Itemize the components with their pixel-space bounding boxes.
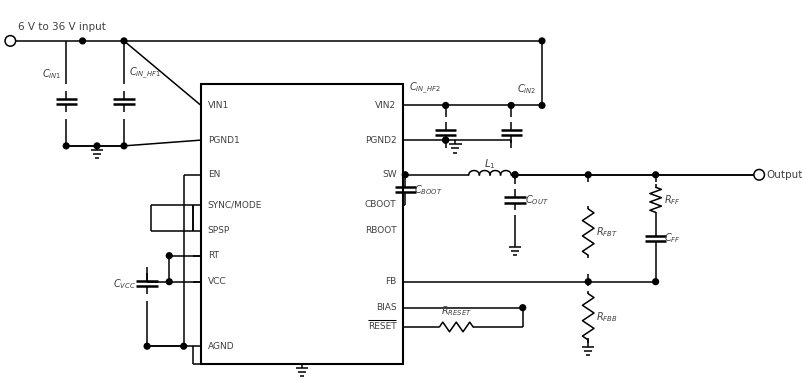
Circle shape	[442, 137, 448, 143]
Bar	[200, 84, 403, 363]
Circle shape	[519, 305, 525, 310]
Text: RT: RT	[208, 251, 218, 260]
Circle shape	[538, 103, 545, 108]
Text: $C_{IN\_HF1}$: $C_{IN\_HF1}$	[128, 66, 160, 82]
Text: $C_{VCC}$: $C_{VCC}$	[112, 277, 136, 291]
Circle shape	[180, 343, 186, 349]
Text: $C_{IN\_HF2}$: $C_{IN\_HF2}$	[408, 81, 440, 96]
Text: BIAS: BIAS	[375, 303, 396, 312]
Circle shape	[652, 279, 658, 285]
Circle shape	[121, 38, 127, 44]
Text: VCC: VCC	[208, 277, 226, 286]
Text: $R_{FBT}$: $R_{FBT}$	[595, 225, 617, 239]
Circle shape	[79, 38, 85, 44]
Text: FB: FB	[385, 277, 396, 286]
Text: PGND2: PGND2	[364, 136, 396, 145]
Circle shape	[512, 172, 517, 178]
Text: $R_{FBB}$: $R_{FBB}$	[595, 310, 617, 324]
Circle shape	[166, 253, 172, 259]
Circle shape	[166, 279, 172, 285]
Circle shape	[94, 143, 99, 149]
Text: $C_{BOOT}$: $C_{BOOT}$	[413, 183, 442, 197]
Text: AGND: AGND	[208, 342, 234, 351]
Text: Output: Output	[765, 170, 802, 180]
Text: SW: SW	[382, 170, 396, 179]
Text: SPSP: SPSP	[208, 226, 229, 235]
Circle shape	[652, 172, 658, 178]
Text: EN: EN	[208, 170, 220, 179]
Text: PGND1: PGND1	[208, 136, 239, 145]
Text: $C_{FF}$: $C_{FF}$	[663, 231, 680, 245]
Circle shape	[63, 143, 69, 149]
Circle shape	[585, 279, 590, 285]
Circle shape	[508, 103, 513, 108]
Text: VIN2: VIN2	[375, 101, 396, 110]
Text: SYNC/MODE: SYNC/MODE	[208, 200, 261, 209]
Text: VIN1: VIN1	[208, 101, 229, 110]
Circle shape	[144, 343, 150, 349]
Text: 6 V to 36 V input: 6 V to 36 V input	[18, 22, 106, 32]
Circle shape	[585, 172, 590, 178]
Text: $C_{IN1}$: $C_{IN1}$	[42, 67, 61, 82]
Circle shape	[402, 172, 407, 178]
Text: CBOOT: CBOOT	[364, 200, 396, 209]
Circle shape	[121, 143, 127, 149]
Circle shape	[442, 103, 448, 108]
Text: $C_{IN2}$: $C_{IN2}$	[516, 82, 536, 96]
Circle shape	[512, 172, 517, 178]
Text: RESET: RESET	[367, 323, 396, 332]
Text: RBOOT: RBOOT	[364, 226, 396, 235]
Text: $R_{FF}$: $R_{FF}$	[663, 193, 680, 207]
Text: $C_{OUT}$: $C_{OUT}$	[524, 193, 548, 207]
Text: $R_{RESET}$: $R_{RESET}$	[440, 305, 472, 318]
Text: $L_1$: $L_1$	[484, 157, 496, 171]
Circle shape	[538, 38, 545, 44]
Circle shape	[442, 137, 448, 143]
